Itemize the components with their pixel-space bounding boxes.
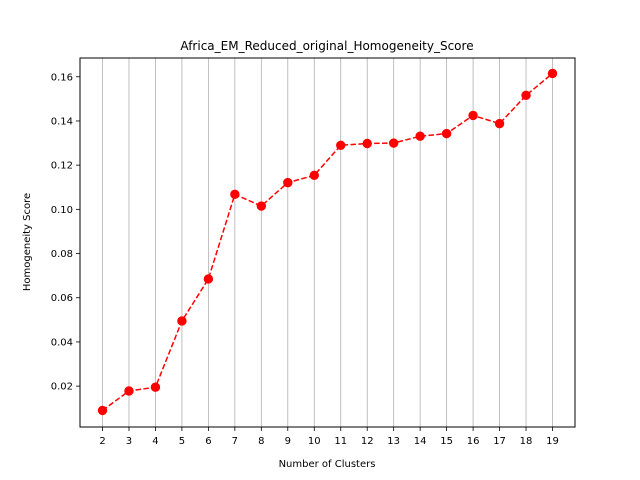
y-tick-label: 0.04	[51, 337, 73, 348]
series-line	[102, 72, 553, 412]
data-point	[203, 274, 214, 284]
data-point	[468, 110, 478, 121]
x-tick-label: 3	[126, 436, 132, 447]
x-tick-label: 19	[546, 436, 559, 447]
x-tick-label: 5	[179, 436, 185, 447]
data-point	[230, 189, 240, 200]
x-tick-label: 14	[414, 436, 427, 447]
data-point	[336, 140, 346, 150]
x-tick-label: 8	[258, 436, 264, 447]
x-tick-label: 10	[308, 436, 321, 447]
y-axis-label: Homogeneity Score	[22, 193, 33, 291]
grid-lines	[102, 58, 553, 427]
x-tick-label: 7	[232, 436, 238, 447]
x-tick-label: 17	[493, 436, 506, 447]
x-tick-label: 15	[440, 436, 453, 447]
x-tick-label: 6	[205, 436, 211, 447]
data-point	[283, 177, 293, 188]
y-tick-label: 0.10	[51, 205, 73, 216]
y-tick-label: 0.02	[51, 382, 73, 393]
data-point	[521, 90, 531, 101]
x-tick-label: 11	[334, 436, 347, 447]
x-tick-label: 13	[387, 436, 400, 447]
x-axis-label: Number of Clusters	[279, 459, 376, 470]
data-point	[177, 316, 187, 326]
data-point	[415, 131, 425, 141]
y-tick-label: 0.06	[51, 293, 73, 304]
x-tick-label: 12	[361, 436, 374, 447]
axes-frame	[79, 57, 576, 428]
data-point	[97, 405, 108, 416]
data-point	[124, 386, 134, 396]
data-point	[256, 201, 267, 211]
data-point	[388, 138, 399, 148]
x-ticks: 2 3 4 5 6 7 8 9 10 11 12 13 14 15 16 17 18 19	[99, 427, 559, 447]
series-layer	[97, 68, 558, 416]
x-tick-label: 16	[467, 436, 480, 447]
data-point	[309, 170, 319, 181]
data-point	[494, 118, 505, 129]
y-ticks: 0.02 0.04 0.06 0.08 0.10 0.12 0.14 0.16	[51, 72, 80, 393]
y-tick-label: 0.14	[51, 116, 73, 127]
data-point	[362, 138, 372, 149]
data-point	[150, 382, 161, 392]
y-tick-label: 0.08	[51, 249, 73, 260]
chart-title: Africa_EM_Reduced_original_Homogeneity_S…	[180, 39, 473, 53]
data-point	[547, 68, 558, 79]
data-point	[441, 128, 452, 139]
y-tick-label: 0.16	[51, 72, 73, 83]
x-tick-label: 18	[520, 436, 533, 447]
x-tick-label: 4	[152, 436, 158, 447]
y-tick-label: 0.12	[51, 161, 73, 172]
x-tick-label: 2	[99, 436, 105, 447]
x-tick-label: 9	[285, 436, 291, 447]
